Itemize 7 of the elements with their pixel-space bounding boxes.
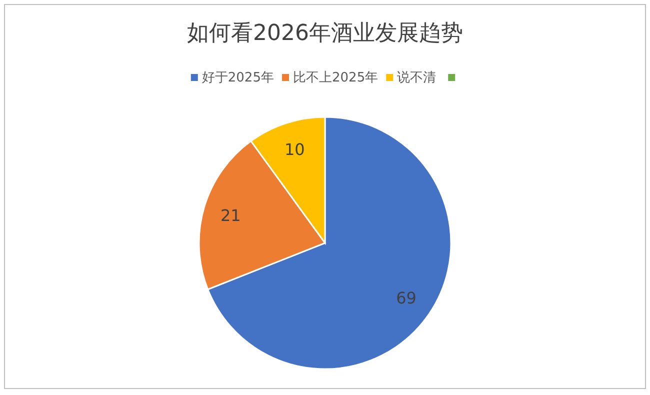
legend-label: 说不清	[397, 70, 436, 86]
chart-title: 如何看2026年酒业发展趋势	[187, 21, 463, 46]
data-label: 21	[220, 206, 241, 226]
legend-label: 好于2025年	[202, 70, 274, 86]
legend-label: 比不上2025年	[293, 70, 378, 86]
data-label: 69	[396, 288, 416, 308]
data-label: 10	[284, 140, 305, 160]
